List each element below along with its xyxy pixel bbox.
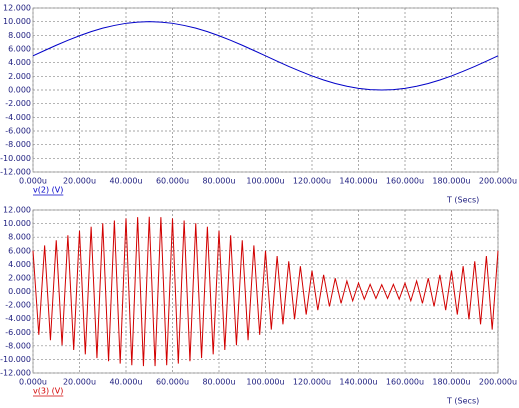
x-tick-label: 20.000u: [63, 378, 96, 387]
x-tick-label: 60.000u: [156, 177, 189, 186]
y-tick-label: -12.000: [0, 369, 31, 378]
x-tick-label: 200.000u: [479, 177, 517, 186]
x-tick-label: 140.000u: [339, 177, 377, 186]
y-tick-label: 2.000: [8, 72, 31, 81]
x-tick-label: 100.000u: [246, 177, 284, 186]
y-tick-label: -10.000: [0, 154, 31, 163]
y-tick-label: -8.000: [5, 341, 31, 350]
x-tick-label: 160.000u: [386, 177, 424, 186]
data-line: [32, 216, 499, 367]
y-tick-label: 6.000: [8, 45, 31, 54]
y-tick-label: -10.000: [0, 355, 31, 364]
x-tick-label: 120.000u: [293, 177, 331, 186]
y-tick-label: -8.000: [5, 140, 31, 149]
y-tick-label: -2.000: [5, 99, 31, 108]
y-tick-label: 10.000: [3, 17, 31, 26]
x-tick-label: 80.000u: [202, 378, 235, 387]
x-tick-label: 40.000u: [109, 378, 142, 387]
x-tick-label: 200.000u: [479, 378, 517, 387]
x-tick-label: 60.000u: [156, 378, 189, 387]
y-tick-label: 12.000: [3, 4, 31, 13]
y-tick-label: 0.000: [8, 86, 31, 95]
data-line: [32, 21, 499, 91]
y-tick-label: -2.000: [5, 301, 31, 310]
y-tick-label: 12.000: [3, 206, 31, 215]
x-tick-label: 180.000u: [432, 177, 470, 186]
x-tick-label: 140.000u: [339, 378, 377, 387]
y-tick-label: -4.000: [5, 113, 31, 122]
y-tick-label: 2.000: [8, 273, 31, 282]
legend-label: v(2) (V): [33, 186, 63, 195]
y-tick-label: 6.000: [8, 246, 31, 255]
y-tick-label: 10.000: [3, 219, 31, 228]
x-axis-label: T (Secs): [446, 397, 479, 406]
x-tick-label: 160.000u: [386, 378, 424, 387]
x-tick-label: 100.000u: [246, 378, 284, 387]
legend-label: v(3) (V): [33, 387, 63, 396]
y-tick-label: 8.000: [8, 233, 31, 242]
y-tick-label: 4.000: [8, 260, 31, 269]
y-tick-label: 8.000: [8, 31, 31, 40]
y-tick-label: -4.000: [5, 314, 31, 323]
x-tick-label: 120.000u: [293, 378, 331, 387]
y-tick-label: -12.000: [0, 168, 31, 177]
x-tick-label: 0.000u: [19, 378, 47, 387]
x-axis-label: T (Secs): [446, 196, 479, 205]
y-tick-label: 0.000: [8, 287, 31, 296]
y-tick-label: -6.000: [5, 127, 31, 136]
x-tick-label: 80.000u: [202, 177, 235, 186]
x-tick-label: 0.000u: [19, 177, 47, 186]
x-tick-label: 180.000u: [432, 378, 470, 387]
x-tick-label: 40.000u: [109, 177, 142, 186]
y-tick-label: 4.000: [8, 58, 31, 67]
y-tick-label: -6.000: [5, 328, 31, 337]
x-tick-label: 20.000u: [63, 177, 96, 186]
